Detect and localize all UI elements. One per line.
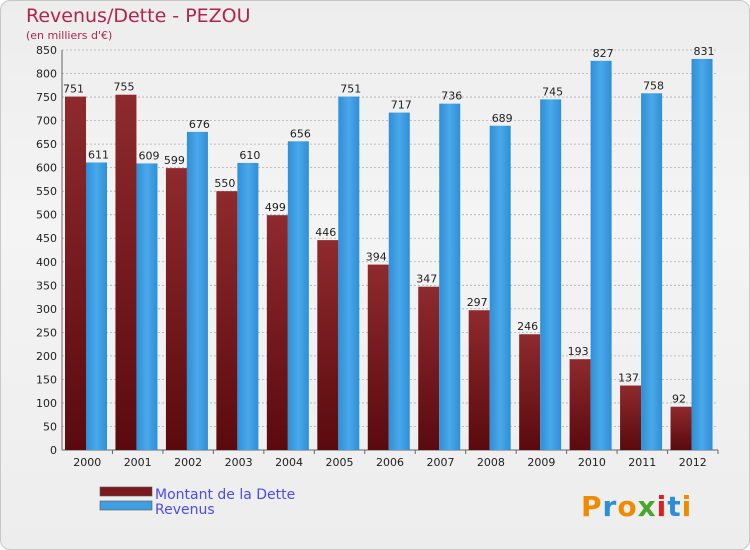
- data-label-dette: 599: [164, 154, 185, 167]
- y-tick-label: 200: [36, 350, 57, 363]
- bar-dette: [216, 191, 238, 451]
- y-tick-label: 50: [43, 420, 57, 433]
- data-label-dette: 755: [113, 81, 134, 94]
- bar-revenus: [641, 93, 663, 450]
- data-label-revenus: 676: [189, 118, 210, 131]
- y-tick-label: 800: [36, 68, 57, 81]
- y-tick-label: 300: [36, 303, 57, 316]
- x-tick-label: 2007: [426, 456, 454, 469]
- x-tick-label: 2012: [679, 456, 707, 469]
- logo-letter: t: [667, 490, 682, 523]
- x-tick-label: 2005: [326, 456, 354, 469]
- bar-dette: [620, 385, 642, 450]
- data-label-revenus: 745: [542, 85, 563, 98]
- x-tick-label: 2001: [124, 456, 152, 469]
- logo-letter: r: [602, 490, 618, 523]
- bar-revenus: [136, 163, 158, 451]
- data-label-dette: 751: [63, 83, 84, 96]
- x-tick-label: 2004: [275, 456, 303, 469]
- data-label-revenus: 751: [340, 83, 361, 96]
- logo-letter: o: [617, 490, 638, 523]
- data-label-revenus: 758: [643, 79, 664, 92]
- bar-dette: [418, 286, 440, 450]
- y-tick-label: 100: [36, 397, 57, 410]
- bar-dette: [65, 96, 86, 451]
- bar-dette: [317, 240, 339, 450]
- bar-dette: [165, 168, 187, 450]
- bar-revenus: [287, 141, 309, 450]
- data-label-dette: 550: [214, 177, 235, 190]
- data-label-revenus: 717: [391, 99, 412, 112]
- y-tick-label: 450: [36, 232, 57, 245]
- bar-dette: [367, 264, 389, 450]
- y-tick-label: 500: [36, 209, 57, 222]
- y-tick-label: 350: [36, 279, 57, 292]
- x-tick-label: 2000: [73, 456, 101, 469]
- logo-letter: P: [581, 490, 603, 523]
- data-label-dette: 499: [265, 201, 286, 214]
- logo-letter: x: [637, 490, 657, 523]
- bar-revenus: [338, 96, 360, 451]
- data-label-dette: 92: [672, 393, 686, 406]
- x-tick-label: 2010: [578, 456, 606, 469]
- y-tick-label: 700: [36, 115, 57, 128]
- data-label-dette: 297: [467, 296, 488, 309]
- bar-revenus: [540, 99, 562, 450]
- bar-revenus: [489, 125, 511, 450]
- data-label-dette: 394: [366, 251, 387, 264]
- data-label-revenus: 736: [441, 90, 462, 103]
- bar-dette: [266, 215, 288, 450]
- bar-dette: [670, 406, 692, 450]
- data-label-revenus: 831: [694, 45, 715, 58]
- data-label-dette: 446: [315, 226, 336, 239]
- data-label-dette: 246: [517, 320, 538, 333]
- data-label-revenus: 611: [88, 148, 109, 161]
- x-tick-label: 2002: [174, 456, 202, 469]
- data-label-dette: 193: [568, 345, 589, 358]
- logo-letter: i: [656, 490, 668, 523]
- y-tick-label: 150: [36, 373, 57, 386]
- chart-title: Revenus/Dette - PEZOU: [26, 5, 251, 27]
- proxiti-logo: Proxiti: [581, 490, 692, 523]
- y-tick-label: 0: [50, 444, 57, 457]
- x-tick-label: 2008: [477, 456, 505, 469]
- bar-revenus: [691, 58, 713, 451]
- y-tick-label: 750: [36, 91, 57, 104]
- data-label-revenus: 656: [290, 127, 311, 140]
- bar-revenus: [86, 162, 107, 450]
- legend-swatch-dette: [99, 486, 153, 497]
- bar-dette: [115, 94, 137, 451]
- y-tick-label: 250: [36, 326, 57, 339]
- y-tick-label: 650: [36, 138, 57, 151]
- bar-dette: [519, 334, 541, 450]
- y-tick-label: 600: [36, 162, 57, 175]
- y-tick-label: 550: [36, 185, 57, 198]
- bar-revenus: [186, 131, 208, 450]
- x-tick-label: 2006: [376, 456, 404, 469]
- data-label-revenus: 609: [138, 149, 159, 162]
- data-label-dette: 137: [618, 372, 639, 385]
- data-label-revenus: 827: [593, 47, 614, 60]
- bar-dette: [569, 359, 591, 450]
- data-label-revenus: 610: [239, 149, 260, 162]
- chart-subtitle: (en milliers d'€): [26, 29, 113, 42]
- x-tick-label: 2009: [527, 456, 555, 469]
- legend-label-dette: Montant de la Dette: [155, 487, 295, 503]
- bar-dette: [468, 310, 490, 450]
- x-tick-label: 2011: [628, 456, 656, 469]
- bar-revenus: [237, 162, 259, 451]
- bar-revenus: [388, 112, 410, 451]
- y-tick-label: 850: [36, 44, 57, 57]
- data-label-dette: 347: [416, 273, 437, 286]
- data-label-revenus: 689: [492, 112, 513, 125]
- legend-label-revenus: Revenus: [155, 502, 215, 518]
- x-tick-label: 2003: [225, 456, 253, 469]
- logo-letter: i: [681, 490, 693, 523]
- bar-revenus: [439, 103, 461, 450]
- bar-revenus: [590, 60, 612, 451]
- y-tick-label: 400: [36, 256, 57, 269]
- legend-swatch-revenus: [99, 500, 153, 511]
